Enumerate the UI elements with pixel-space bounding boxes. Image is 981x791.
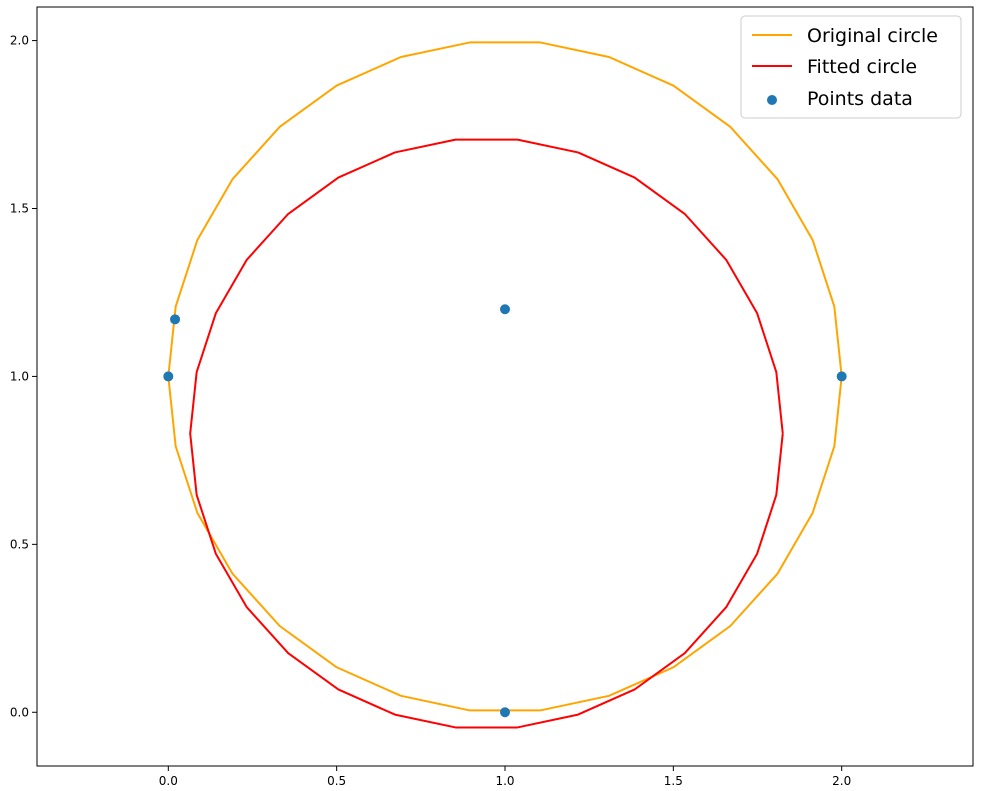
data-point-2 (500, 304, 510, 315)
points-layer (163, 304, 847, 718)
x-axis: 0.0 0.5 1.0 1.5 2.0 (159, 766, 851, 788)
data-point-4 (500, 707, 510, 718)
y-tick-label: 1.0 (10, 369, 29, 383)
legend-swatch-points-data (767, 95, 777, 105)
data-point-3 (836, 371, 847, 382)
data-point-1 (170, 314, 181, 325)
legend-label-original-circle: Original circle (807, 25, 938, 47)
y-tick-label: 0.5 (10, 537, 29, 551)
x-tick-label: 2.0 (832, 774, 851, 788)
x-tick-label: 1.5 (664, 774, 683, 788)
legend-box (740, 15, 962, 119)
y-tick-label: 0.0 (10, 705, 29, 719)
y-axis: 0.0 0.5 1.0 1.5 2.0 (10, 34, 37, 719)
y-tick-label: 2.0 (10, 34, 29, 48)
data-point-0 (163, 371, 174, 382)
y-tick-label: 1.5 (10, 202, 29, 216)
x-tick-label: 1.0 (495, 774, 514, 788)
x-tick-label: 0.0 (159, 774, 178, 788)
series-line-1 (189, 138, 784, 729)
legend-label-fitted-circle: Fitted circle (807, 56, 917, 78)
legend-label-points-data: Points data (807, 88, 913, 110)
plot-area (37, 7, 973, 766)
legend: Original circle Fitted circle Points dat… (740, 15, 962, 119)
x-tick-label: 0.5 (327, 774, 346, 788)
